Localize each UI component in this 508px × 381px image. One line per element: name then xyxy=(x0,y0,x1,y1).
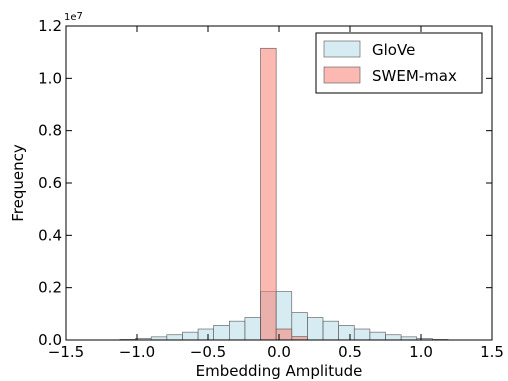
bar-glove-11 xyxy=(291,312,308,341)
bar-swem-max-2 xyxy=(291,336,308,341)
x-tick-label: 1.5 xyxy=(480,343,504,361)
x-tick-label: −0.5 xyxy=(190,343,226,361)
bar-glove-4 xyxy=(182,331,199,341)
legend-label-glove: GloVe xyxy=(372,41,415,59)
bar-glove-7 xyxy=(229,320,246,341)
bar-glove-13 xyxy=(322,320,339,341)
bar-glove-16 xyxy=(369,331,386,341)
y-tick-label: 0.8 xyxy=(38,122,62,140)
legend-label-swem-max: SWEM-max xyxy=(372,67,457,85)
y-tick-label: 0.2 xyxy=(38,279,62,297)
y-tick-label: 0.4 xyxy=(38,226,62,244)
y-tick-label: 0.0 xyxy=(38,331,62,349)
bar-glove-6 xyxy=(213,325,230,341)
bar-glove-14 xyxy=(338,325,355,341)
y-tick-label: 1.0 xyxy=(38,69,62,87)
bar-glove-12 xyxy=(307,317,324,341)
bar-glove-17 xyxy=(385,334,402,341)
legend-swatch-glove xyxy=(323,40,361,58)
x-axis-label: Embedding Amplitude xyxy=(196,362,363,380)
x-tick-label: −1.0 xyxy=(119,343,155,361)
y-axis-label: Frequency xyxy=(9,144,27,222)
bar-glove-8 xyxy=(244,317,261,341)
x-tick-label: 0.0 xyxy=(267,343,291,361)
x-tick-label: 1.0 xyxy=(409,343,433,361)
y-tick-label: 0.6 xyxy=(38,174,62,192)
legend-swatch-swem-max xyxy=(323,66,361,84)
bar-glove-15 xyxy=(353,328,371,341)
y-scale-exponent-label: 1e7 xyxy=(64,11,83,23)
glove-bars xyxy=(119,291,449,341)
x-axis-ticks: −1.5 −1.0 −0.5 0.0 0.5 1.0 1.5 xyxy=(48,26,504,361)
bar-glove-5 xyxy=(197,328,214,341)
legend: GloVe SWEM-max xyxy=(315,32,483,94)
bar-swem-max-0 xyxy=(260,47,277,341)
y-axis-ticks: 0.0 0.2 0.4 0.6 0.8 1.0 1.2 xyxy=(38,17,492,349)
y-tick-label: 1.2 xyxy=(38,17,62,35)
swem-bars xyxy=(260,47,308,341)
bar-glove-3 xyxy=(166,334,183,341)
x-tick-label: −1.5 xyxy=(48,343,84,361)
x-tick-label: 0.5 xyxy=(338,343,362,361)
